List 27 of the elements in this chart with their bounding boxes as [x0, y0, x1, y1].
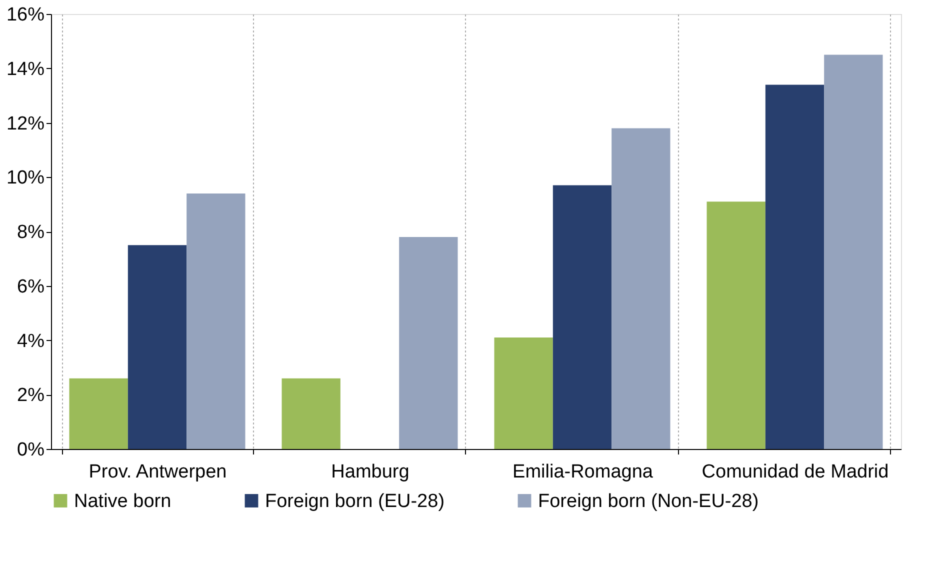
y-tick-label: 14% — [6, 58, 45, 80]
bar — [552, 185, 612, 449]
bar — [612, 128, 670, 449]
y-tick-label: 8% — [17, 222, 45, 243]
legend-label: Foreign born (EU-28) — [265, 490, 445, 512]
y-tick-label: 10% — [6, 168, 45, 189]
x-tick-label: Hamburg — [331, 462, 410, 482]
bar — [186, 193, 246, 449]
bar — [494, 338, 553, 449]
y-tick-label: 16% — [6, 4, 45, 26]
bar — [399, 236, 458, 449]
y-tick-label: 6% — [17, 276, 45, 298]
bar — [69, 378, 128, 449]
y-tick-label: 2% — [17, 385, 45, 406]
bar — [128, 245, 187, 449]
x-tick-label: Emilia-Romagna — [512, 462, 654, 482]
y-tick-label: 0% — [17, 440, 45, 460]
bar — [824, 54, 883, 449]
y-tick-label: 4% — [17, 330, 45, 352]
bar — [706, 202, 766, 449]
x-tick-label: Comunidad de Madrid — [702, 462, 889, 482]
legend-label: Foreign born (Non-EU-28) — [538, 490, 759, 512]
legend-label: Native born — [74, 490, 172, 512]
x-tick-label: Prov. Antwerpen — [88, 462, 227, 482]
y-tick-label: 12% — [6, 113, 45, 134]
bar — [765, 84, 824, 449]
bar — [282, 378, 340, 449]
